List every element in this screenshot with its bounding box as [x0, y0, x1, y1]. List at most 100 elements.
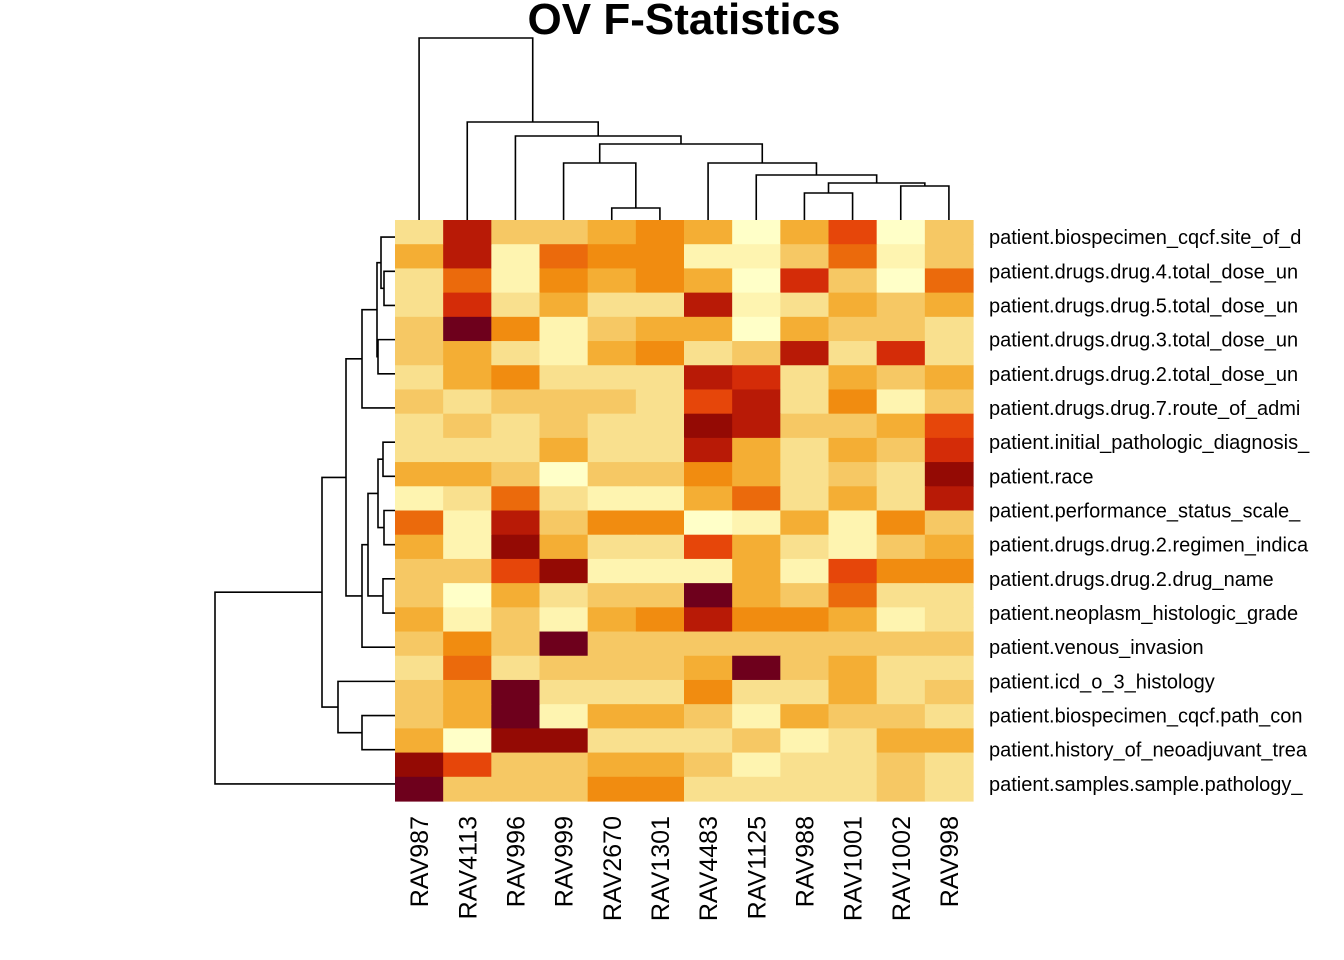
heatmap-cell	[684, 631, 733, 657]
heatmap-cell	[635, 292, 685, 318]
chart-title: OV F-Statistics	[528, 0, 841, 44]
heatmap-cell	[395, 776, 444, 802]
heatmap-cell	[924, 220, 974, 245]
heatmap-cell	[635, 704, 685, 729]
heatmap-cell	[732, 583, 781, 608]
heatmap-cell	[587, 510, 637, 536]
heatmap-cell	[635, 437, 685, 463]
heatmap-cell	[491, 655, 541, 681]
heatmap-cell	[684, 607, 733, 633]
dendrogram-branch	[899, 185, 950, 220]
heatmap-cell	[828, 389, 878, 415]
heatmap-cell	[828, 268, 878, 294]
heatmap-cell	[732, 655, 781, 681]
heatmap-cell	[924, 583, 974, 608]
heatmap-cell	[684, 510, 733, 536]
heatmap-cell	[876, 462, 926, 487]
dendrogram-branch	[361, 714, 395, 751]
heatmap-cell	[876, 679, 926, 705]
heatmap-cell	[780, 776, 830, 802]
heatmap-cell	[780, 752, 830, 778]
heatmap-cell	[395, 486, 444, 512]
row-dendrogram	[214, 236, 395, 785]
heatmap-cell	[732, 389, 781, 415]
heatmap-cell	[587, 462, 637, 487]
row-label: patient.performance_status_scale_	[989, 501, 1301, 523]
heatmap-cell	[395, 220, 444, 245]
heatmap-cell	[395, 607, 444, 633]
heatmap-cell	[684, 655, 733, 681]
heatmap-cell	[635, 607, 685, 633]
heatmap-cell	[395, 462, 444, 487]
heatmap-cell	[732, 220, 781, 245]
heatmap-cell	[828, 486, 878, 512]
row-label: patient.drugs.drug.2.regimen_indica	[989, 535, 1309, 557]
dendrogram-branch	[803, 192, 854, 220]
heatmap-cell	[491, 437, 541, 463]
column-label: RAV988	[791, 816, 819, 907]
dendrogram-branch	[214, 591, 395, 785]
heatmap-cell	[587, 486, 637, 512]
heatmap-cell	[539, 437, 589, 463]
heatmap-cell	[780, 365, 830, 391]
heatmap-cell	[443, 704, 492, 729]
heatmap-cell	[828, 341, 878, 366]
heatmap-cell	[587, 607, 637, 633]
heatmap-cell	[395, 704, 444, 729]
heatmap-cell	[395, 510, 444, 536]
heatmap-cell	[876, 292, 926, 318]
heatmap-cell	[539, 607, 589, 633]
heatmap-cell	[635, 462, 685, 487]
heatmap-cell	[635, 510, 685, 536]
heatmap-cell	[491, 631, 541, 657]
heatmap-cell	[684, 341, 733, 366]
heatmap-cell	[395, 365, 444, 391]
heatmap-cell	[587, 244, 637, 270]
heatmap-cell	[780, 583, 830, 608]
heatmap-cell	[587, 752, 637, 778]
heatmap-cell	[684, 704, 733, 729]
heatmap-cell	[780, 389, 830, 415]
heatmap-cell	[635, 220, 685, 245]
heatmap-cell	[780, 486, 830, 512]
heatmap-cell	[395, 728, 444, 754]
heatmap-cell	[635, 679, 685, 705]
heatmap-cell	[539, 776, 589, 802]
heatmap-cell	[635, 631, 685, 657]
heatmap-cell	[491, 534, 541, 560]
heatmap-cell	[780, 607, 830, 633]
heatmap-cell	[876, 607, 926, 633]
heatmap-cell	[443, 389, 492, 415]
heatmap-cell	[828, 776, 878, 802]
heatmap-cell	[876, 558, 926, 584]
heatmap-cell	[828, 679, 878, 705]
heatmap-cell	[732, 462, 781, 487]
heatmap-cell	[587, 679, 637, 705]
heatmap-cell	[491, 510, 541, 536]
heatmap-cell	[876, 437, 926, 463]
heatmap-cell	[924, 316, 974, 342]
heatmap-cell	[635, 341, 685, 366]
heatmap-cell	[443, 220, 492, 245]
column-dendrogram	[418, 37, 950, 220]
heatmap-cell	[491, 583, 541, 608]
heatmap-cell	[395, 244, 444, 270]
row-labels: patient.biospecimen_cqcf.site_of_dpatien…	[989, 227, 1310, 796]
heatmap-cell	[876, 752, 926, 778]
dendrogram-branch	[382, 441, 395, 478]
heatmap-cell	[780, 220, 830, 245]
row-label: patient.neoplasm_histologic_grade	[989, 603, 1298, 625]
row-label: patient.icd_o_3_histology	[989, 671, 1215, 693]
heatmap-cell	[587, 341, 637, 366]
heatmap-cell	[828, 728, 878, 754]
heatmap-cell	[684, 437, 733, 463]
heatmap-cell	[587, 558, 637, 584]
heatmap-cell	[924, 655, 974, 681]
row-label: patient.history_of_neoadjuvant_trea	[989, 740, 1308, 762]
heatmap-cell	[539, 704, 589, 729]
heatmap-cell	[684, 728, 733, 754]
heatmap-cell	[732, 728, 781, 754]
heatmap-cell	[539, 316, 589, 342]
heatmap-cell	[732, 534, 781, 560]
heatmap-cell	[587, 316, 637, 342]
